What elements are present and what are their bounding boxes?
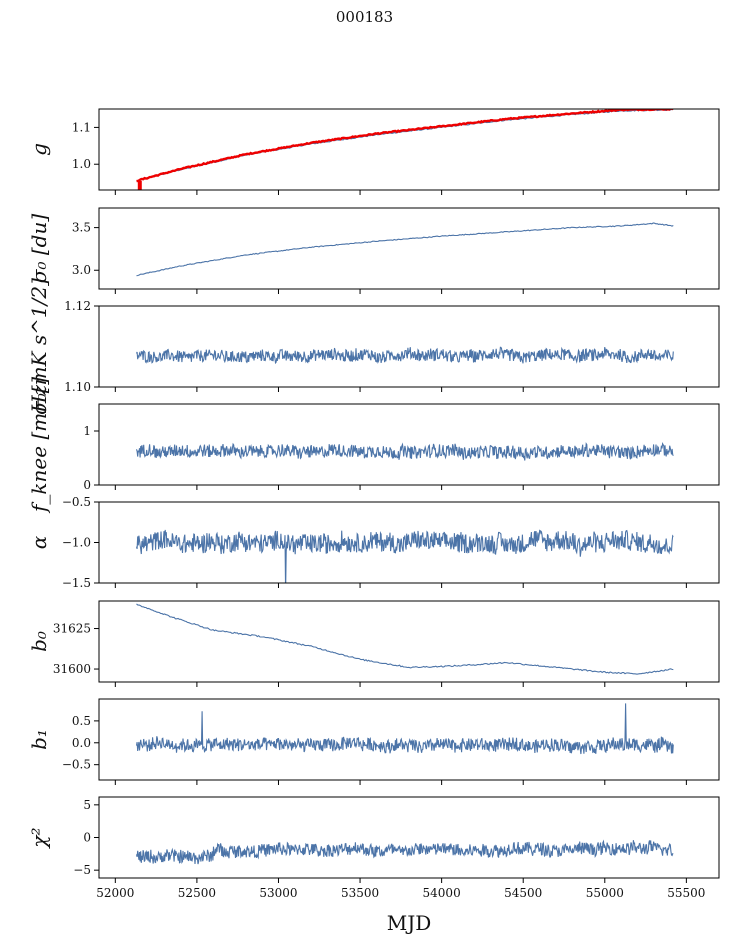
y-axis-label-sigma0_mk: σ₀[mK s^1/2]	[27, 278, 51, 415]
panel-frame-sigma0_du	[98, 207, 720, 290]
y-tick-label-b0: 31600	[53, 662, 91, 676]
y-tick-label-alpha: −1.5	[62, 576, 91, 590]
x-tick-label: 53500	[341, 886, 379, 900]
x-tick-label: 54500	[504, 886, 542, 900]
panel-frame-b0	[98, 600, 720, 683]
y-axis-label-b0: b₀	[27, 631, 51, 652]
x-tick-label: 54000	[423, 886, 461, 900]
y-tick-label-b0: 31625	[53, 622, 91, 636]
x-tick-label: 52500	[178, 886, 216, 900]
y-tick-label-sigma0_du: 3.0	[72, 263, 91, 277]
series-line-g	[136, 109, 674, 182]
figure-title: 000183	[335, 8, 394, 26]
y-tick-label-g: 1.0	[72, 157, 91, 171]
y-axis-label-fknee: f_knee [mHz]	[27, 377, 51, 514]
y-tick-label-b1: −0.5	[62, 758, 91, 772]
y-tick-label-sigma0_mk: 1.12	[64, 299, 91, 313]
series-line-sigma0_mk	[135, 346, 674, 365]
y-axis-label-b1: b₁	[27, 729, 51, 750]
x-tick-label: 52000	[96, 886, 134, 900]
y-tick-label-g: 1.1	[72, 120, 91, 134]
series-line-alpha	[135, 529, 674, 583]
series-line-g-reference	[136, 109, 674, 183]
series-line-b1	[135, 703, 674, 755]
y-axis-label-g: g	[27, 143, 51, 156]
y-tick-label-chi2: −5	[73, 863, 91, 877]
y-tick-label-sigma0_mk: 1.10	[64, 380, 91, 394]
y-axis-label-sigma0_du: σ₀ [du]	[27, 214, 51, 284]
x-tick-label: 53000	[259, 886, 297, 900]
y-tick-label-alpha: −1.0	[62, 536, 91, 550]
y-axis-label-alpha: α	[27, 535, 51, 549]
series-line-b0	[136, 603, 674, 675]
y-tick-label-b1: 0.5	[72, 714, 91, 728]
series-line-fknee	[135, 442, 674, 461]
panel-frame-chi2	[98, 796, 720, 879]
series-line-chi2	[135, 839, 674, 865]
y-axis-label-chi2: χ²	[27, 827, 51, 849]
x-tick-label: 55500	[667, 886, 705, 900]
x-tick-label: 55000	[586, 886, 624, 900]
x-axis-label: MJD	[387, 911, 432, 935]
panel-frame-fknee	[98, 403, 720, 486]
panel-frame-sigma0_mk	[98, 305, 720, 388]
y-tick-label-b1: 0.0	[72, 736, 91, 750]
series-line-sigma0_du	[136, 222, 674, 277]
y-tick-label-alpha: −0.5	[62, 495, 91, 509]
panel-frame-g	[98, 108, 720, 191]
y-tick-label-fknee: 0	[83, 478, 91, 492]
y-tick-label-chi2: 0	[83, 831, 91, 845]
y-tick-label-sigma0_du: 3.5	[72, 221, 91, 235]
y-tick-label-fknee: 1	[83, 424, 91, 438]
y-tick-label-chi2: 5	[83, 798, 91, 812]
panel-frame-b1	[98, 698, 720, 781]
